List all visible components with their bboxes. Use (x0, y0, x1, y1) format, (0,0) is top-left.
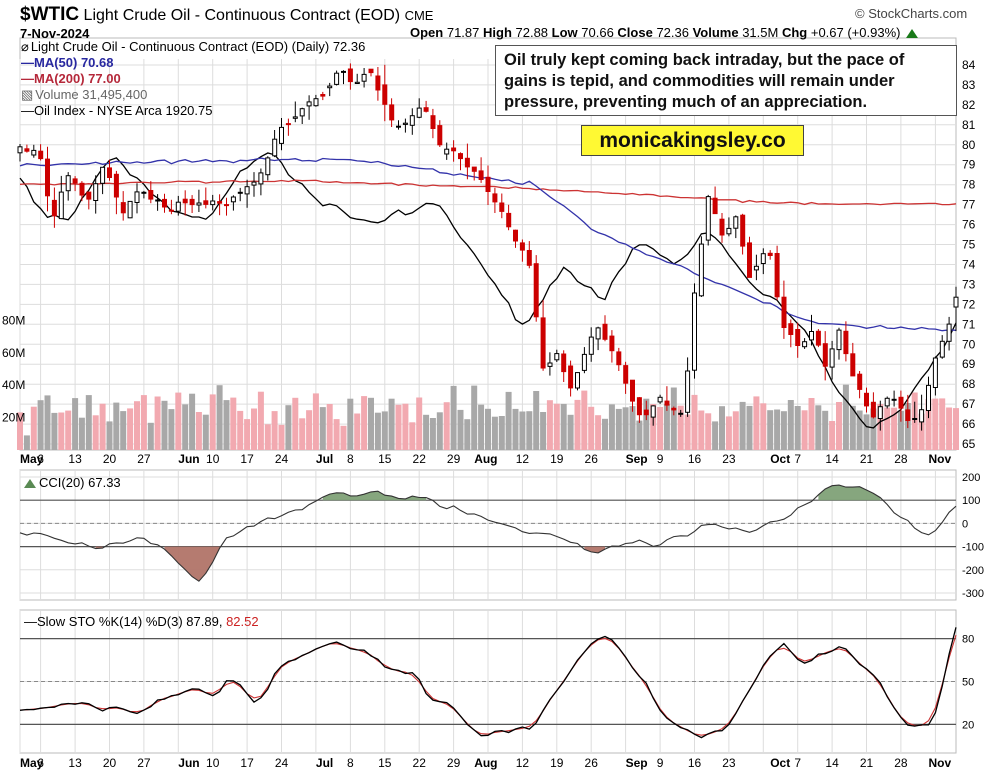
svg-text:7: 7 (794, 452, 801, 466)
svg-text:73: 73 (962, 277, 976, 291)
svg-text:-300: -300 (962, 588, 984, 600)
svg-text:0: 0 (962, 518, 968, 530)
svg-text:12: 12 (516, 452, 530, 466)
svg-text:27: 27 (137, 452, 151, 466)
svg-text:24: 24 (275, 452, 289, 466)
svg-text:19: 19 (550, 452, 564, 466)
svg-text:23: 23 (722, 756, 736, 770)
svg-text:Sep: Sep (626, 756, 648, 770)
svg-text:22: 22 (413, 452, 427, 466)
svg-text:100: 100 (962, 495, 980, 507)
svg-text:9: 9 (657, 452, 664, 466)
svg-text:20: 20 (103, 452, 117, 466)
svg-text:Sep: Sep (626, 452, 648, 466)
svg-text:76: 76 (962, 218, 976, 232)
svg-text:21: 21 (860, 756, 874, 770)
svg-text:40M: 40M (2, 378, 25, 392)
svg-text:82: 82 (962, 98, 976, 112)
svg-text:80: 80 (962, 138, 976, 152)
svg-text:16: 16 (688, 452, 702, 466)
svg-text:28: 28 (894, 756, 908, 770)
svg-text:67: 67 (962, 397, 976, 411)
svg-text:72: 72 (962, 297, 976, 311)
svg-text:66: 66 (962, 417, 976, 431)
svg-text:65: 65 (962, 437, 976, 451)
svg-text:200: 200 (962, 472, 980, 484)
svg-text:14: 14 (825, 756, 839, 770)
svg-text:20: 20 (962, 719, 974, 731)
svg-text:Oct: Oct (770, 756, 790, 770)
svg-text:29: 29 (447, 756, 461, 770)
svg-text:6: 6 (37, 452, 44, 466)
svg-text:-100: -100 (962, 542, 984, 554)
svg-text:75: 75 (962, 238, 976, 252)
svg-text:17: 17 (240, 756, 254, 770)
svg-text:10: 10 (206, 452, 220, 466)
svg-text:27: 27 (137, 756, 151, 770)
svg-text:71: 71 (962, 317, 976, 331)
svg-text:Nov: Nov (929, 756, 952, 770)
svg-text:24: 24 (275, 756, 289, 770)
svg-text:80: 80 (962, 634, 974, 646)
svg-text:10: 10 (206, 756, 220, 770)
svg-text:26: 26 (585, 452, 599, 466)
svg-text:7: 7 (794, 756, 801, 770)
svg-text:19: 19 (550, 756, 564, 770)
svg-text:79: 79 (962, 158, 976, 172)
svg-text:Aug: Aug (474, 756, 497, 770)
svg-text:21: 21 (860, 452, 874, 466)
svg-text:17: 17 (240, 452, 254, 466)
svg-text:Nov: Nov (929, 452, 952, 466)
svg-text:80M: 80M (2, 313, 25, 327)
svg-text:83: 83 (962, 78, 976, 92)
svg-text:22: 22 (413, 756, 427, 770)
svg-text:81: 81 (962, 118, 976, 132)
svg-text:15: 15 (378, 452, 392, 466)
svg-text:9: 9 (657, 756, 664, 770)
svg-text:Jun: Jun (178, 452, 199, 466)
svg-text:Aug: Aug (474, 452, 497, 466)
svg-text:69: 69 (962, 357, 976, 371)
svg-text:70: 70 (962, 337, 976, 351)
svg-text:Jul: Jul (316, 756, 333, 770)
svg-text:Oct: Oct (770, 452, 790, 466)
svg-text:29: 29 (447, 452, 461, 466)
svg-text:20: 20 (103, 756, 117, 770)
svg-text:14: 14 (825, 452, 839, 466)
svg-text:13: 13 (68, 756, 82, 770)
svg-text:Jul: Jul (316, 452, 333, 466)
svg-text:8: 8 (347, 452, 354, 466)
svg-text:84: 84 (962, 58, 976, 72)
svg-text:16: 16 (688, 756, 702, 770)
svg-text:78: 78 (962, 178, 976, 192)
svg-text:-200: -200 (962, 565, 984, 577)
svg-text:50: 50 (962, 677, 974, 689)
svg-text:60M: 60M (2, 346, 25, 360)
svg-text:20M: 20M (2, 411, 25, 425)
svg-text:26: 26 (585, 756, 599, 770)
svg-text:15: 15 (378, 756, 392, 770)
svg-text:Jun: Jun (178, 756, 199, 770)
svg-text:74: 74 (962, 258, 976, 272)
svg-text:77: 77 (962, 198, 976, 212)
svg-text:12: 12 (516, 756, 530, 770)
svg-text:6: 6 (37, 756, 44, 770)
svg-text:68: 68 (962, 377, 976, 391)
svg-text:13: 13 (68, 452, 82, 466)
svg-text:8: 8 (347, 756, 354, 770)
svg-text:28: 28 (894, 452, 908, 466)
svg-text:23: 23 (722, 452, 736, 466)
